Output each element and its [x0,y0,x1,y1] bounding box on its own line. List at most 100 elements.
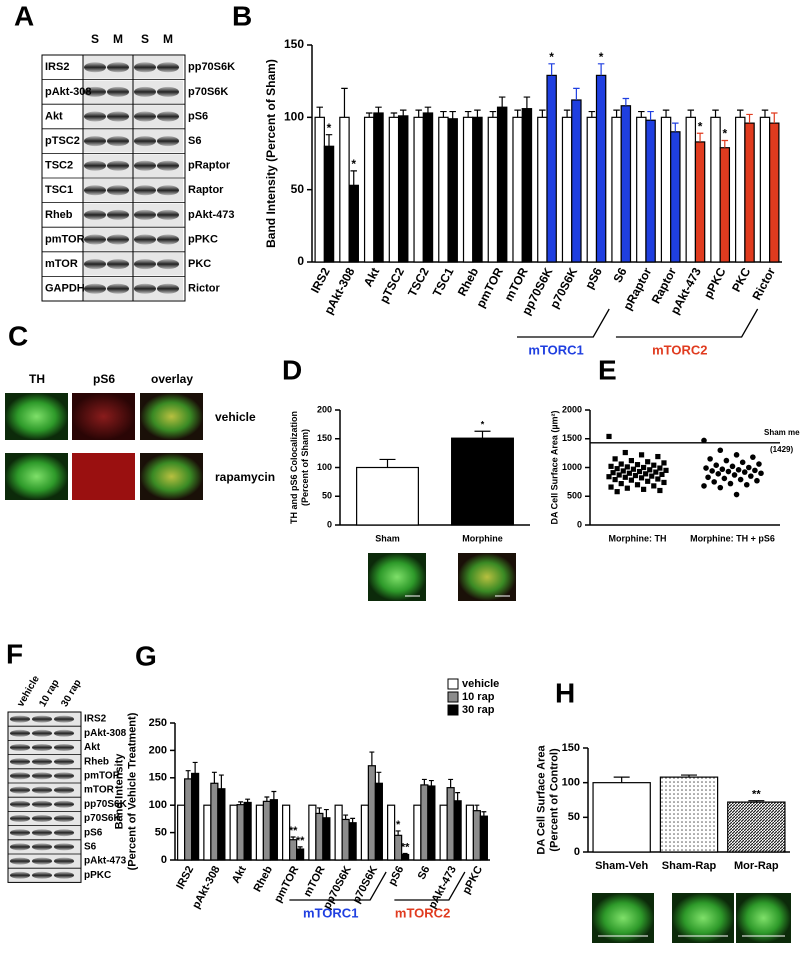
group-label: mTORC2 [395,905,450,920]
data-point [752,467,758,474]
x-tick-label: pS6 [386,864,406,887]
image-column-label: TH [29,372,45,386]
bar [229,804,238,861]
y-axis-label: Band Intensity [113,753,125,830]
bar [479,815,488,861]
x-tick-label: Rheb [455,265,481,298]
legend-swatch [447,704,459,716]
blot-band [32,758,52,766]
error-bar [748,800,765,803]
blot-band [157,62,179,73]
y-tick-label: 0 [577,519,582,529]
data-point [703,465,709,471]
blot-band [134,283,156,294]
blot-band [157,259,179,270]
panel-letter: C [8,320,28,351]
lane-label: 30 rap [59,678,83,709]
bar [243,801,252,861]
blot-band [10,800,30,808]
error-bar [264,796,270,802]
bar [388,116,400,263]
blot-band [32,871,52,879]
blot-band [10,871,30,879]
blot-band [134,160,156,171]
blot-band [134,86,156,97]
legend-swatch [447,678,459,690]
data-point [745,464,752,471]
image-row-label: vehicle [215,410,256,424]
y-tick-label: 2000 [562,404,582,414]
bar [472,810,481,861]
error-bar [365,112,373,118]
data-point [649,473,655,479]
error-bar [290,836,296,840]
blot-band [84,259,106,270]
data-point [641,486,647,492]
bar [269,799,278,861]
bar [438,116,449,263]
data-point [624,464,630,470]
blot-label: p70S6K [188,86,228,98]
x-tick-label: Sham [375,533,400,543]
data-point [634,462,641,468]
group-label: mTORC2 [652,342,707,357]
bar [356,466,419,526]
blot-band [134,136,156,147]
y-tick-label: 150 [149,772,167,784]
data-point [638,475,645,481]
blot-band [32,729,52,737]
blot-label: pPKC [84,870,111,881]
x-tick-label: Morphine: TH [609,533,667,543]
bar [339,116,350,263]
blot-band [134,209,156,220]
blot-band [10,843,30,851]
data-point [661,479,667,486]
x-tick-label: mTOR [302,864,328,899]
blot-label: pAkt-308 [84,728,127,739]
bar [177,804,186,861]
data-point [701,437,707,444]
error-bar [424,106,432,113]
bar [315,812,324,861]
blot-band [157,86,179,97]
y-axis-label: DA Cell Surface Area (µm²) [549,410,559,524]
data-point [719,466,726,473]
error-bar [737,109,744,118]
x-tick-label: Sham-Veh [595,860,648,872]
x-tick-label: p70S6K [351,864,381,905]
bar [323,145,335,263]
blot-band [134,259,156,270]
data-point [651,483,657,489]
error-bar [662,109,670,118]
error-bar [647,110,654,121]
data-point [723,457,730,464]
error-bar [211,771,217,784]
error-bar [573,87,580,100]
bar [334,804,343,861]
data-point [645,478,651,484]
blot-band [134,234,156,245]
y-tick-label: 200 [149,744,167,756]
x-tick-label: TSC1 [430,265,457,299]
blot-band [54,843,74,851]
bar [496,106,508,263]
y-tick-label: 100 [317,462,332,472]
error-bar [245,798,251,803]
bar [611,116,622,263]
y-tick-label: 0 [574,846,580,858]
blot-label: PKC [188,258,211,270]
blot-label: Raptor [188,184,224,196]
lane-label: M [163,32,173,46]
data-point [705,474,711,481]
blot-label: pS6 [188,110,208,122]
x-tick-label: pTSC2 [377,265,407,305]
blot-band [134,62,156,73]
bar [561,116,573,263]
data-point [618,461,624,467]
y-tick-label: 50 [155,827,167,839]
y-tick-label: 100 [284,110,304,124]
error-bar [341,87,348,118]
error-bar [638,110,645,118]
y-axis-label: Band Intensity (Percent of Sham) [264,59,278,248]
bar [255,804,264,861]
